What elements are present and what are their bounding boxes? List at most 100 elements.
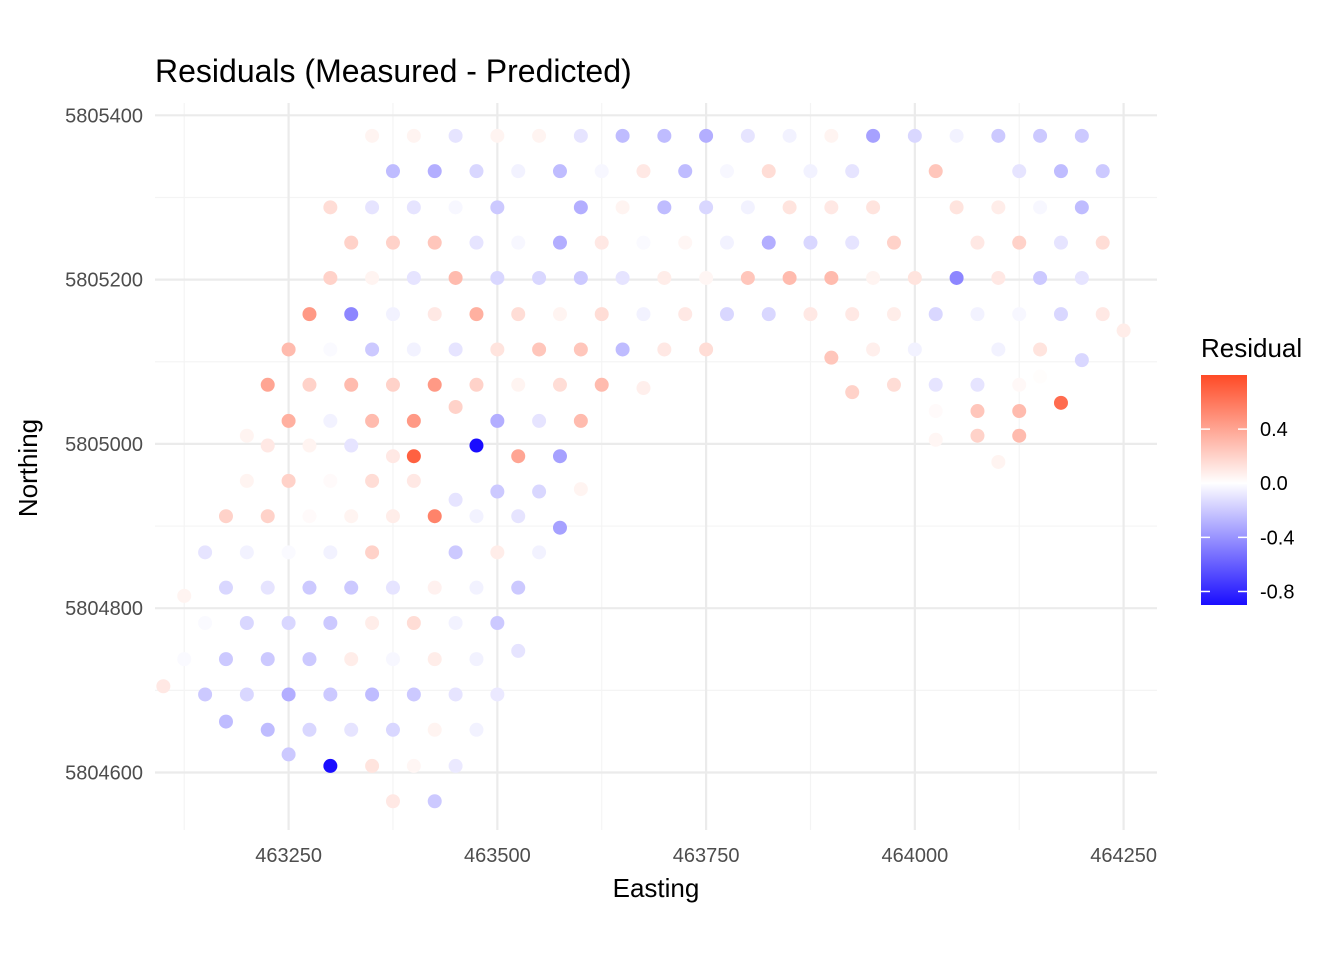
residual-point — [782, 128, 797, 143]
residual-point — [490, 270, 505, 285]
residual-point — [385, 722, 400, 737]
residual-point — [740, 200, 755, 215]
residual-point — [970, 377, 985, 392]
residual-point — [281, 615, 296, 630]
residual-point — [260, 438, 275, 453]
residual-point — [699, 270, 714, 285]
residual-point — [198, 615, 213, 630]
residual-point — [1074, 200, 1089, 215]
residual-point — [385, 164, 400, 179]
residual-point — [469, 580, 484, 595]
y-axis-title: Northing — [13, 419, 43, 517]
residual-point — [573, 482, 588, 497]
residual-point — [866, 128, 881, 143]
residual-point — [1095, 235, 1110, 250]
residual-point — [886, 235, 901, 250]
residual-point — [448, 200, 463, 215]
residual-point — [782, 270, 797, 285]
residual-point — [552, 520, 567, 535]
residual-point — [573, 413, 588, 428]
residual-point — [636, 235, 651, 250]
residual-point — [365, 687, 380, 702]
y-tick-label: 5805400 — [65, 105, 143, 127]
residual-point — [803, 235, 818, 250]
residual-point — [886, 307, 901, 322]
legend-tick-label: -0.4 — [1260, 527, 1294, 549]
residual-point — [469, 438, 484, 453]
x-tick-label: 464250 — [1090, 845, 1157, 867]
residual-point — [991, 342, 1006, 357]
residual-point — [511, 164, 526, 179]
residual-point — [385, 377, 400, 392]
residual-point — [260, 580, 275, 595]
residual-point — [385, 509, 400, 524]
residual-point — [177, 652, 192, 667]
residual-point — [699, 342, 714, 357]
residual-point — [323, 687, 338, 702]
residual-point — [469, 377, 484, 392]
residual-point — [552, 164, 567, 179]
residual-point — [511, 643, 526, 658]
residual-point — [490, 342, 505, 357]
legend-tick-label: 0.4 — [1260, 419, 1288, 441]
legend-ticks: 0.4 0.0 -0.4 -0.8 — [1201, 419, 1294, 603]
residual-point — [803, 307, 818, 322]
residual-point — [218, 509, 233, 524]
residual-point — [1012, 164, 1027, 179]
residual-point — [1074, 128, 1089, 143]
residual-point — [260, 652, 275, 667]
residual-point — [344, 580, 359, 595]
residual-point — [949, 128, 964, 143]
residual-point — [949, 270, 964, 285]
residual-point — [490, 615, 505, 630]
residual-point — [281, 687, 296, 702]
residual-point — [385, 449, 400, 464]
residual-point — [448, 687, 463, 702]
residual-point — [824, 128, 839, 143]
residual-point — [344, 377, 359, 392]
x-axis-ticks: 463250 463500 463750 464000 464250 — [255, 845, 1157, 867]
grid — [155, 103, 1157, 830]
residual-point — [866, 342, 881, 357]
residual-point — [719, 307, 734, 322]
residual-point — [260, 509, 275, 524]
legend: Residual 0.4 0.0 -0.4 -0.8 — [1201, 333, 1302, 605]
residual-point — [991, 200, 1006, 215]
residual-point — [532, 270, 547, 285]
residual-point — [156, 679, 171, 694]
residual-point — [448, 399, 463, 414]
residual-point — [991, 270, 1006, 285]
residual-point — [406, 270, 421, 285]
residual-point — [281, 545, 296, 560]
residual-point — [991, 454, 1006, 469]
residual-point — [448, 492, 463, 507]
residual-point — [740, 270, 755, 285]
residual-point — [218, 580, 233, 595]
y-axis-ticks: 5804600 5804800 5805000 5805200 5805400 — [65, 105, 143, 784]
residual-point — [260, 377, 275, 392]
residual-point — [406, 128, 421, 143]
residual-point — [803, 164, 818, 179]
residual-point — [573, 270, 588, 285]
residual-point — [198, 545, 213, 560]
residual-point — [845, 235, 860, 250]
residual-point — [907, 342, 922, 357]
residual-point — [552, 307, 567, 322]
residual-point — [678, 235, 693, 250]
residual-point — [866, 270, 881, 285]
legend-colorbar — [1201, 375, 1247, 605]
residual-point — [344, 235, 359, 250]
residual-point — [907, 270, 922, 285]
residual-point — [448, 270, 463, 285]
residual-point — [448, 615, 463, 630]
residual-point — [385, 235, 400, 250]
residual-point — [490, 413, 505, 428]
residual-point — [427, 377, 442, 392]
residual-point — [1012, 235, 1027, 250]
residual-point — [469, 235, 484, 250]
residual-point — [552, 377, 567, 392]
residual-point — [657, 200, 672, 215]
residual-point — [406, 615, 421, 630]
residual-point — [1033, 369, 1048, 384]
